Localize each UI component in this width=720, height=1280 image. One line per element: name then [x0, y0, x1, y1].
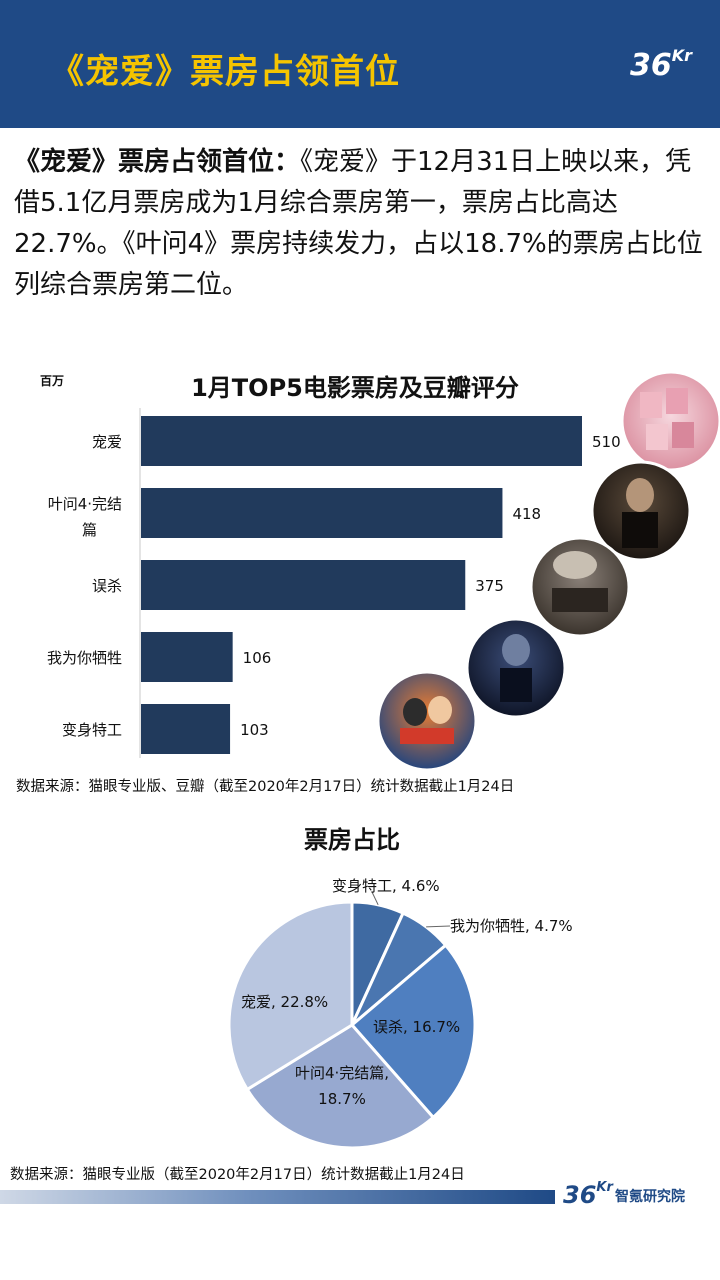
intro-paragraph: 《宠爱》票房占领首位：《宠爱》于12月31日上映以来，凭借5.1亿月票房成为1月…	[14, 142, 704, 306]
pie-slice	[227, 900, 354, 1092]
pie-slice	[349, 943, 477, 1120]
bar-category-label: 误杀	[92, 577, 122, 595]
page-title: 《宠爱》票房占领首位	[50, 52, 400, 92]
bar	[141, 488, 503, 538]
pie-label: 宠爱, 22.8%	[241, 993, 328, 1011]
pie-label: 误杀, 16.7%	[373, 1018, 460, 1036]
bar	[141, 416, 582, 466]
pie-chart-source: 数据来源：猫眼专业版（截至2020年2月17日）统计数据截止1月24日	[10, 1167, 465, 1183]
bar-value-label: 106	[243, 649, 272, 667]
intro-text: 《宠爱》于12月31日上映以来，凭借5.1亿月票房成为1月综合票房第一，票房占比…	[14, 147, 703, 300]
bar-chart-title: 1月TOP5电影票房及豆瓣评分	[191, 374, 519, 402]
footer-logo: 36Kr	[563, 1180, 613, 1209]
pie-label: 叶问4·完结篇, 18.7%	[295, 1064, 389, 1108]
pie-leader-line	[371, 891, 379, 906]
pie-chart: 票房占比 变身特工, 4.6% 我为你牺牲, 4.7% 误杀, 16.7% 叶问4·完…	[227, 826, 573, 1150]
header-banner: 《宠爱》票房占领首位 36Kr	[0, 0, 720, 128]
bar-category-label: 宠爱	[92, 433, 122, 451]
bar-value-label: 103	[240, 721, 269, 739]
bar-chart-unit-label: 百万	[40, 374, 64, 388]
bar-chart: 1月TOP5电影票房及豆瓣评分 百万 510 宠爱 418 叶问4·完结篇 375 误杀 1…	[40, 374, 621, 758]
brand-logo: 36Kr	[629, 46, 692, 83]
pie-label: 变身特工, 4.6%	[332, 877, 440, 895]
bar-category-label: 叶问4·完结篇	[48, 495, 122, 539]
bar	[141, 560, 466, 610]
bar-value-label: 510	[592, 433, 621, 451]
intro-lead: 《宠爱》票房占领首位：	[14, 147, 301, 177]
pie-slice	[245, 1023, 436, 1150]
bar-value-label: 418	[512, 505, 541, 523]
bar-chart-source: 数据来源：猫眼专业版、豆瓣（截至2020年2月17日）统计数据截止1月24日	[16, 779, 515, 795]
pie-label: 我为你牺牲, 4.7%	[450, 917, 573, 935]
pie-chart-title: 票房占比	[304, 826, 400, 854]
footer-bar	[0, 1190, 555, 1204]
bar-category-label: 我为你牺牲	[47, 649, 122, 667]
pie-leader-line	[426, 925, 451, 928]
bar	[141, 704, 231, 754]
bar	[141, 632, 233, 682]
footer-brand-text: 智氪研究院	[615, 1189, 685, 1205]
bar-value-label: 375	[475, 577, 504, 595]
bar-category-label: 变身特工	[62, 721, 122, 739]
